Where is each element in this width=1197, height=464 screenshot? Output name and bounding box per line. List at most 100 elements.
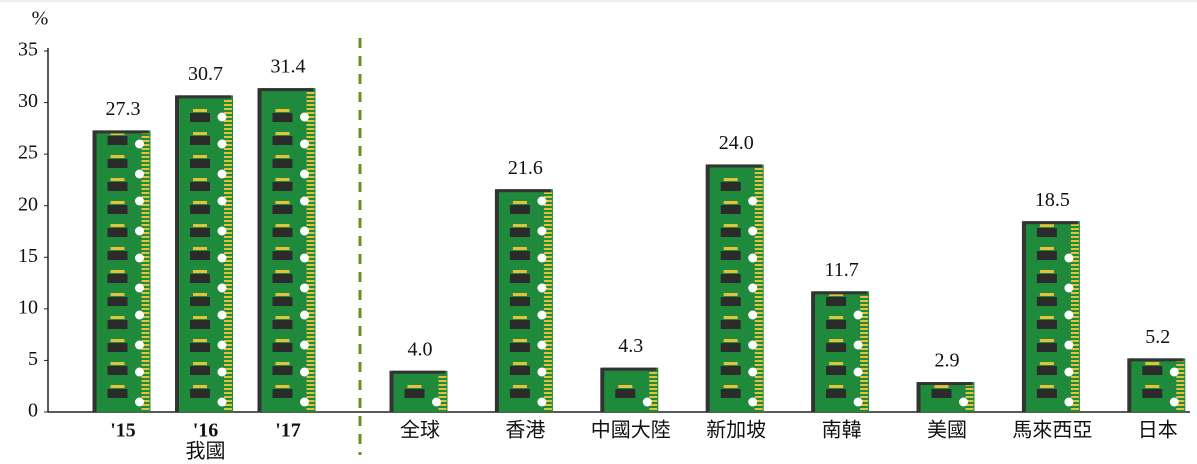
bar-pins — [193, 109, 207, 112]
bar-pins — [1039, 316, 1054, 319]
x-tick-label: 南韓 — [822, 419, 862, 442]
bar-pins — [1039, 224, 1054, 227]
bar-hole — [135, 196, 144, 206]
bar-chip — [509, 366, 530, 375]
bar-chip — [720, 182, 741, 191]
bar-chip — [720, 251, 741, 260]
bar-hole — [748, 283, 758, 293]
bar-chip — [107, 320, 128, 329]
bar-hole — [300, 112, 309, 122]
x-tick-label: 日本 — [1138, 419, 1178, 442]
bar-top — [1024, 221, 1078, 225]
bar-hole — [217, 367, 227, 377]
bar-contacts — [860, 294, 869, 412]
bar-hole — [135, 253, 144, 263]
bar-hole — [1064, 397, 1074, 407]
x-tick-label: '15 — [110, 420, 136, 442]
value-label: 30.7 — [188, 63, 223, 85]
bar-hole — [217, 169, 227, 179]
bar-hole — [135, 283, 144, 293]
bar-hole — [135, 139, 144, 149]
bar-chip — [720, 389, 741, 398]
bar-edge — [916, 382, 921, 412]
bar-chip — [1142, 389, 1163, 398]
bar-hole — [135, 169, 144, 179]
bar-top — [1130, 358, 1184, 362]
bar-chip — [190, 251, 210, 260]
bar-hole — [1064, 367, 1074, 377]
bar-pins — [110, 178, 125, 181]
bar-hole — [537, 283, 547, 293]
bar-top — [392, 370, 446, 374]
bar-edge — [1127, 358, 1132, 412]
bar-pins — [512, 316, 527, 319]
bar-chip — [1036, 228, 1057, 237]
group-label: 我國 — [186, 440, 226, 463]
bar-contacts — [965, 385, 974, 412]
bar-edge — [257, 88, 262, 412]
bar-pins — [723, 247, 738, 250]
bar-pins — [275, 178, 290, 181]
bar-pins — [110, 293, 125, 296]
bar-chip — [190, 320, 210, 329]
x-tick-label: 馬來西亞 — [1012, 419, 1092, 442]
bar-top — [260, 88, 314, 92]
bar-hole — [300, 196, 309, 206]
bar-contacts — [754, 167, 763, 412]
bar-pins — [110, 385, 125, 388]
y-tick-label: 25 — [18, 142, 38, 164]
bar-pins — [275, 316, 290, 319]
bar-chip — [826, 343, 847, 352]
bar-hole — [217, 112, 227, 122]
bar-chip — [107, 343, 128, 352]
bar-chip — [1036, 274, 1057, 283]
bar-pins — [193, 270, 207, 273]
bar-chip — [272, 343, 293, 352]
bar-pins — [193, 201, 207, 204]
bar-chip — [826, 366, 847, 375]
bar-hole — [959, 397, 968, 407]
bar-hole — [748, 253, 758, 263]
bar-chip — [509, 320, 530, 329]
bar-pins — [512, 270, 527, 273]
bar-pins — [723, 385, 738, 388]
bar-chip — [1036, 389, 1057, 398]
bar-pins — [193, 385, 207, 388]
bar-hole — [1064, 310, 1074, 320]
bar-pins — [723, 339, 738, 342]
bar-pins — [1145, 385, 1160, 388]
bar-pins — [1145, 362, 1160, 365]
bar-contacts — [438, 373, 447, 412]
bar-pins — [110, 339, 125, 342]
bar-top — [497, 189, 551, 193]
bar-chip — [107, 274, 128, 283]
bar-hole — [537, 253, 547, 263]
bar-pins — [512, 201, 527, 204]
bar-hole — [217, 196, 227, 206]
bar-chip — [826, 389, 847, 398]
bar-chip — [931, 389, 952, 398]
bar-hole — [135, 397, 144, 407]
bar-hole — [217, 253, 227, 263]
bar-contacts — [649, 370, 658, 412]
y-tick-label: 0 — [28, 400, 38, 422]
bar-pins — [512, 339, 527, 342]
bar-chip — [826, 320, 847, 329]
bar-edge — [92, 130, 97, 413]
bar-pins — [110, 270, 125, 273]
bar-pins — [1039, 362, 1054, 365]
bar-hole — [432, 397, 441, 407]
y-tick-label: 35 — [18, 39, 38, 61]
bar-pins — [829, 362, 844, 365]
bar-chip — [107, 389, 128, 398]
value-label: 21.6 — [508, 157, 543, 179]
value-label: 31.4 — [271, 56, 306, 78]
bar-top — [178, 95, 231, 99]
bar-top — [95, 130, 149, 134]
bar-pins — [275, 155, 290, 158]
bar-chip — [107, 366, 128, 375]
bar-pins — [193, 362, 207, 365]
y-tick-label: 15 — [18, 245, 38, 267]
bar-hole — [748, 310, 758, 320]
bar-chip — [1036, 366, 1057, 375]
